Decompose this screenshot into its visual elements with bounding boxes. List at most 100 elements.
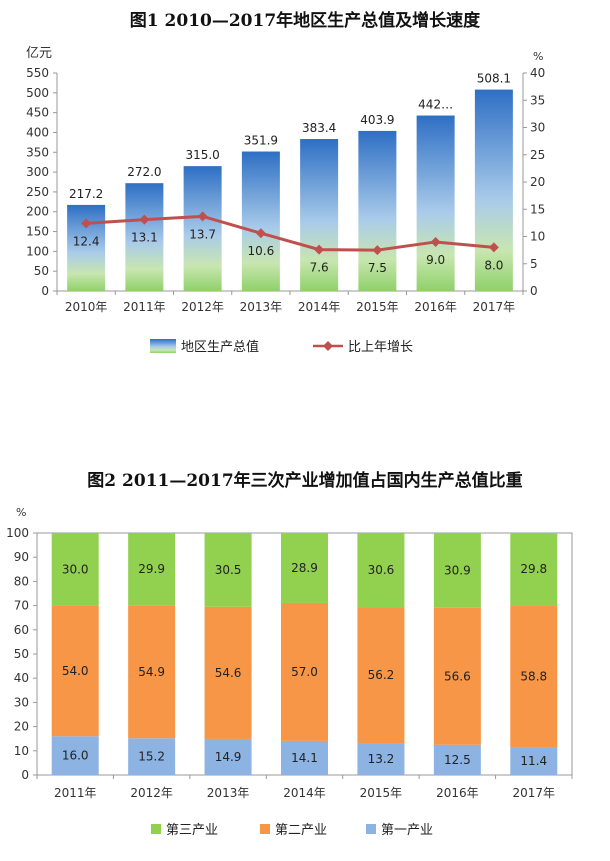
chart2-legend: 第三产业 第二产业 第一产业 bbox=[151, 823, 433, 838]
chart1-y2-tick-label: 20 bbox=[530, 175, 545, 189]
chart2-y-tick-label: 100 bbox=[6, 526, 29, 540]
chart2-y-tick-label: 20 bbox=[14, 720, 29, 734]
industry-share-label: 54.6 bbox=[215, 666, 242, 680]
gdp-bar-label: 403.9 bbox=[360, 113, 394, 127]
chart1-y2-tick-label: 5 bbox=[530, 257, 538, 271]
industry-share-chart: 图2 2011—2017年三次产业增加值占国内生产总值比重 % 0 10 20 30 4… bbox=[6, 470, 573, 838]
industry-share-bar-segment bbox=[204, 606, 252, 739]
chart1-y-tick-label: 200 bbox=[26, 205, 49, 219]
industry-share-bar-segment bbox=[51, 736, 99, 775]
chart2-plot-area: 0 10 20 30 40 50 60 70 80 90 100 16.0 54.0 30.0 2011年 1… bbox=[6, 526, 573, 800]
chart2-legend-swatch bbox=[151, 824, 161, 834]
industry-share-bar-segment bbox=[281, 602, 328, 741]
industry-share-label: 29.8 bbox=[520, 562, 547, 576]
industry-share-bar-segment bbox=[510, 605, 558, 748]
chart2-x-tick-label: 2015年 bbox=[360, 786, 403, 800]
growth-point bbox=[314, 244, 325, 255]
gdp-bar-label: 315.0 bbox=[185, 148, 219, 162]
gdp-bar-label: 383.4 bbox=[302, 121, 336, 135]
industry-share-bar-segment bbox=[433, 607, 481, 745]
chart1-x-tick-label: 2014年 bbox=[298, 300, 341, 314]
industry-share-label: 16.0 bbox=[62, 749, 89, 763]
chart1-y-tick-label: 350 bbox=[26, 145, 49, 159]
chart1-x-tick-label: 2010年 bbox=[65, 300, 108, 314]
chart2-y-unit: % bbox=[16, 506, 26, 519]
industry-share-bar-segment bbox=[357, 743, 405, 775]
industry-share-bar-segment bbox=[204, 738, 252, 775]
chart1-y-tick-label: 550 bbox=[26, 66, 49, 80]
chart2-legend-swatch bbox=[366, 824, 376, 834]
chart2-y-tick-label: 10 bbox=[14, 744, 29, 758]
growth-line bbox=[86, 214, 495, 252]
chart1-y-tick-label: 300 bbox=[26, 165, 49, 179]
industry-share-bar-segment bbox=[51, 605, 99, 737]
chart1-y-unit: 亿元 bbox=[26, 46, 52, 61]
chart2-y-tick-label: 70 bbox=[14, 599, 29, 613]
growth-point bbox=[372, 245, 383, 256]
growth-point-label: 10.6 bbox=[248, 244, 275, 258]
industry-share-label: 54.0 bbox=[62, 664, 89, 678]
gdp-bar-label: 217.2 bbox=[69, 187, 103, 201]
growth-point-label: 13.1 bbox=[131, 231, 158, 245]
industry-share-label: 56.6 bbox=[444, 669, 471, 683]
industry-share-label: 29.9 bbox=[138, 562, 165, 576]
chart2-y-tick-label: 90 bbox=[14, 550, 29, 564]
chart2-x-tick-label: 2017年 bbox=[513, 786, 556, 800]
chart1-y2-tick-label: 0 bbox=[530, 284, 538, 298]
chart2-x-tick-label: 2014年 bbox=[283, 786, 326, 800]
industry-share-bar-segment bbox=[281, 533, 328, 603]
industry-share-label: 14.1 bbox=[291, 751, 318, 765]
chart1-y-tick-label: 450 bbox=[26, 106, 49, 120]
industry-share-label: 28.9 bbox=[291, 561, 318, 575]
chart2-title: 图2 2011—2017年三次产业增加值占国内生产总值比重 bbox=[87, 470, 522, 491]
chart2-x-tick-label: 2016年 bbox=[436, 786, 479, 800]
industry-share-bar-segment bbox=[357, 607, 405, 744]
chart1-y-tick-label: 50 bbox=[34, 264, 49, 278]
growth-point bbox=[197, 211, 208, 222]
growth-point-label: 12.4 bbox=[73, 234, 100, 248]
industry-share-label: 30.5 bbox=[215, 563, 242, 577]
chart1-x-tick-label: 2011年 bbox=[123, 300, 166, 314]
gdp-bar-label: 508.1 bbox=[477, 72, 511, 86]
industry-share-label: 30.0 bbox=[62, 562, 89, 576]
chart2-y-tick-label: 0 bbox=[21, 768, 29, 782]
gdp-bar bbox=[416, 115, 455, 291]
industry-share-label: 56.2 bbox=[368, 668, 395, 682]
chart1-y-tick-label: 500 bbox=[26, 86, 49, 100]
industry-share-bar-segment bbox=[357, 533, 405, 608]
industry-share-label: 57.0 bbox=[291, 665, 318, 679]
gdp-bar bbox=[183, 166, 222, 291]
chart1-x-tick-label: 2016年 bbox=[414, 300, 457, 314]
legend-label-growth: 比上年增长 bbox=[348, 340, 413, 355]
gdp-bar-label: 442… bbox=[418, 98, 453, 112]
chart1-x-tick-label: 2017年 bbox=[473, 300, 516, 314]
industry-share-label: 30.6 bbox=[368, 563, 395, 577]
industry-share-bar-segment bbox=[128, 738, 176, 775]
growth-point-label: 7.6 bbox=[310, 261, 329, 275]
chart2-y-tick-label: 40 bbox=[14, 671, 29, 685]
chart1-title: 图1 2010—2017年地区生产总值及增长速度 bbox=[130, 10, 481, 31]
chart2-x-tick-label: 2011年 bbox=[54, 786, 97, 800]
chart1-y-tick-label: 250 bbox=[26, 185, 49, 199]
growth-point bbox=[430, 236, 441, 247]
chart1-y-tick-label: 100 bbox=[26, 244, 49, 258]
chart1-y-tick-label: 400 bbox=[26, 125, 49, 139]
chart1-y-tick-label: 150 bbox=[26, 225, 49, 239]
growth-point bbox=[139, 214, 150, 225]
chart1-y2-tick-label: 30 bbox=[530, 121, 545, 135]
chart1-plot-area: 0 50 100 150 200 250 300 350 400 450 500 550 0 5 10 15 2… bbox=[26, 66, 545, 314]
chart1-x-tick-label: 2012年 bbox=[181, 300, 224, 314]
industry-share-bar-segment bbox=[510, 747, 558, 775]
industry-share-label: 54.9 bbox=[138, 665, 165, 679]
chart2-x-tick-label: 2012年 bbox=[130, 786, 173, 800]
chart2-legend-label: 第一产业 bbox=[381, 823, 433, 838]
industry-share-bar-segment bbox=[433, 744, 481, 775]
chart2-y-tick-label: 30 bbox=[14, 695, 29, 709]
gdp-bar bbox=[358, 130, 397, 291]
chart2-legend-label: 第二产业 bbox=[275, 823, 327, 838]
legend-swatch-gdp bbox=[150, 339, 176, 353]
growth-point bbox=[81, 218, 92, 229]
gdp-bar-label: 351.9 bbox=[244, 134, 278, 148]
chart1-y2-tick-label: 35 bbox=[530, 93, 545, 107]
chart2-y-tick-label: 60 bbox=[14, 623, 29, 637]
